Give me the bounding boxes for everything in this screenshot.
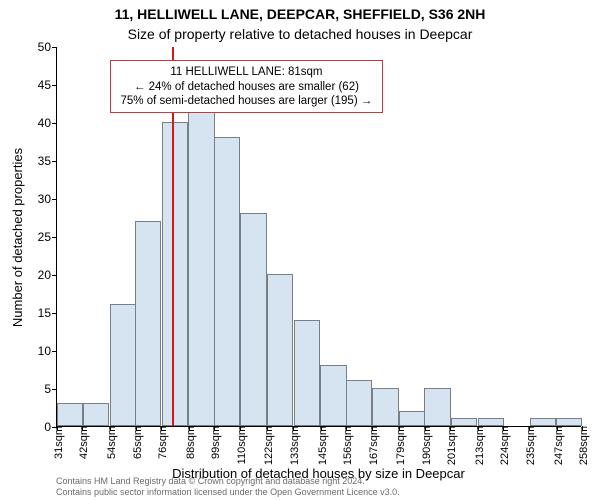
y-tick-label: 35: [21, 154, 57, 168]
histogram-bar: [372, 388, 398, 426]
x-tick-label: 110sqm: [232, 426, 248, 464]
y-tick-label: 40: [21, 116, 57, 130]
histogram-bar: [451, 418, 477, 426]
histogram-bar: [399, 411, 425, 426]
y-tick-label: 25: [21, 230, 57, 244]
histogram-bar: [346, 380, 372, 426]
y-tick-label: 10: [21, 344, 57, 358]
chart-subtitle: Size of property relative to detached ho…: [0, 26, 600, 42]
histogram-bar: [267, 274, 293, 426]
x-tick-label: 31sqm: [49, 426, 65, 459]
chart-container: 11, HELLIWELL LANE, DEEPCAR, SHEFFIELD, …: [0, 0, 600, 500]
x-tick-label: 156sqm: [338, 426, 354, 465]
x-tick-label: 258sqm: [574, 426, 590, 465]
x-tick-label: 65sqm: [128, 426, 144, 459]
x-tick-label: 213sqm: [470, 426, 486, 465]
x-tick-label: 88sqm: [181, 426, 197, 459]
x-tick-label: 235sqm: [521, 426, 537, 465]
histogram-bar: [556, 418, 582, 426]
histogram-bar: [530, 418, 556, 426]
annotation-line-2: ← 24% of detached houses are smaller (62…: [121, 80, 373, 94]
histogram-bar: [162, 122, 188, 426]
histogram-bar: [57, 403, 83, 426]
histogram-bar: [294, 320, 320, 426]
x-tick-label: 247sqm: [549, 426, 565, 465]
annotation-box: 11 HELLIWELL LANE: 81sqm ← 24% of detach…: [110, 60, 384, 113]
x-tick-label: 99sqm: [206, 426, 222, 459]
plot-area: 0510152025303540455031sqm42sqm54sqm65sqm…: [56, 47, 581, 427]
histogram-bar: [83, 403, 109, 426]
annotation-line-1: 11 HELLIWELL LANE: 81sqm: [121, 65, 373, 79]
footer-attribution: Contains HM Land Registry data © Crown c…: [56, 476, 400, 498]
histogram-bar: [214, 137, 240, 426]
x-tick-label: 76sqm: [153, 426, 169, 459]
y-tick-label: 50: [21, 40, 57, 54]
x-tick-label: 145sqm: [313, 426, 329, 465]
footer-line-2: Contains public sector information licen…: [56, 487, 400, 498]
x-tick-label: 179sqm: [391, 426, 407, 465]
histogram-bar: [135, 221, 161, 426]
x-tick-label: 190sqm: [417, 426, 433, 465]
histogram-bar: [478, 418, 504, 426]
y-tick-label: 20: [21, 268, 57, 282]
histogram-bar: [320, 365, 346, 426]
y-tick-label: 15: [21, 306, 57, 320]
annotation-line-3: 75% of semi-detached houses are larger (…: [121, 94, 373, 108]
x-tick-label: 224sqm: [495, 426, 511, 465]
x-tick-label: 122sqm: [259, 426, 275, 465]
x-tick-label: 201sqm: [442, 426, 458, 465]
y-tick-label: 30: [21, 192, 57, 206]
histogram-bar: [188, 107, 214, 426]
x-tick-label: 167sqm: [364, 426, 380, 465]
chart-title: 11, HELLIWELL LANE, DEEPCAR, SHEFFIELD, …: [0, 6, 600, 22]
y-tick-label: 45: [21, 78, 57, 92]
x-tick-label: 42sqm: [74, 426, 90, 459]
footer-line-1: Contains HM Land Registry data © Crown c…: [56, 476, 400, 487]
x-tick-label: 133sqm: [285, 426, 301, 465]
histogram-bar: [240, 213, 266, 426]
x-tick-label: 54sqm: [102, 426, 118, 459]
histogram-bar: [110, 304, 136, 426]
histogram-bar: [424, 388, 450, 426]
y-tick-label: 5: [21, 382, 57, 396]
